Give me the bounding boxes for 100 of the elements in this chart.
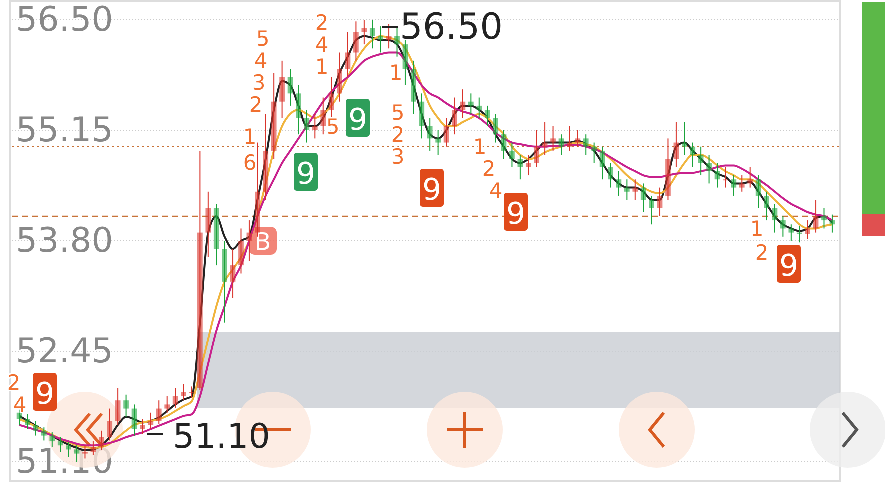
annotation: 2 (755, 241, 769, 265)
candlestick (805, 220, 810, 240)
candlestick (682, 122, 688, 156)
annotation: 9 (296, 157, 316, 192)
candlestick (830, 214, 836, 234)
candlestick (148, 412, 154, 430)
candlestick (518, 154, 524, 180)
candlestick (402, 40, 408, 86)
annotation: 2 (482, 157, 496, 181)
candlestick (394, 28, 400, 58)
annotation: 5 (256, 27, 270, 51)
candlestick (501, 130, 507, 160)
candlestick (42, 427, 47, 442)
annotation: 4 (315, 33, 329, 57)
annotation: 5 (391, 101, 405, 125)
candlestick (140, 418, 146, 435)
candlestick (526, 154, 532, 176)
candlestick (411, 60, 416, 115)
y-tick-label: 53.80 (16, 221, 114, 261)
candlestick (115, 388, 121, 426)
candlestick (156, 400, 162, 425)
candlestick (822, 208, 827, 230)
annotation: 2 (7, 371, 21, 395)
candlestick (748, 166, 754, 188)
candlestick (484, 105, 490, 127)
candlestick (739, 175, 745, 192)
candlestick (436, 130, 441, 156)
candlestick (304, 110, 310, 144)
annotation: 9 (422, 173, 442, 208)
candlestick (616, 170, 622, 196)
annotation: 3 (391, 145, 405, 169)
candlestick (164, 396, 170, 414)
candlestick (427, 118, 433, 152)
candlestick (558, 134, 564, 156)
candlestick (600, 146, 606, 180)
candlestick (657, 187, 663, 217)
candlestick (649, 195, 654, 226)
candlestick (690, 142, 696, 168)
candlestick (337, 52, 342, 102)
candlestick (542, 122, 548, 156)
candlestick (354, 21, 359, 62)
candlestick (378, 26, 384, 54)
candlestick (172, 388, 178, 408)
y-tick-label: 51.10 (16, 442, 114, 482)
annotation: 2 (249, 93, 263, 117)
candlestick (132, 404, 138, 436)
candlestick (640, 183, 646, 213)
candlestick (206, 191, 212, 258)
annotation: 9 (35, 377, 55, 412)
candlestick (370, 20, 376, 50)
candlestick (632, 179, 638, 201)
candlestick (312, 114, 318, 140)
candlestick (33, 420, 39, 436)
candlestick (238, 228, 244, 274)
candlestick (181, 384, 186, 402)
annotation: 4 (489, 179, 503, 203)
candlestick (280, 60, 285, 119)
candlestick (124, 394, 129, 418)
candlestick (575, 130, 581, 148)
annotation: 56.50 (400, 7, 504, 48)
candlestick (476, 97, 482, 119)
annotation: 5 (326, 115, 340, 139)
annotation: B (254, 228, 272, 256)
candlestick (345, 32, 351, 78)
candlestick (263, 114, 269, 201)
candlestick (756, 175, 762, 209)
candlestick (444, 118, 450, 148)
candlestick (107, 408, 113, 442)
candlestick (460, 89, 466, 119)
candlestick (583, 134, 589, 156)
candlestick (419, 93, 425, 140)
y-tick-label: 56.50 (16, 0, 114, 40)
candlestick (624, 179, 630, 201)
annotation: 1 (315, 55, 329, 79)
annotation: 51.10 (173, 417, 270, 457)
annotation: 1 (243, 125, 257, 149)
annotation: 3 (252, 71, 266, 95)
candlestick (362, 20, 368, 46)
candlestick (534, 130, 540, 168)
candlestick (320, 97, 326, 136)
annotation: 6 (243, 151, 257, 175)
candlestick (230, 248, 236, 299)
candlestick (198, 150, 203, 390)
annotation: 1 (389, 61, 403, 85)
annotation: 1 (750, 217, 764, 241)
annotation: 2 (315, 11, 329, 35)
annotation: 4 (254, 49, 268, 73)
y-tick-label: 55.15 (16, 110, 114, 151)
candlestick (222, 240, 228, 324)
candlestick (189, 386, 195, 399)
candlestick (214, 204, 220, 266)
candlestick (698, 146, 704, 176)
candlestick (468, 93, 474, 115)
candlestick (714, 162, 720, 188)
y-tick-label: 52.45 (16, 331, 114, 372)
annotation: 9 (506, 197, 526, 232)
annotation: 1 (473, 135, 487, 159)
candlestick (666, 138, 671, 201)
annotation: 9 (779, 249, 799, 284)
candlestick (706, 154, 712, 184)
